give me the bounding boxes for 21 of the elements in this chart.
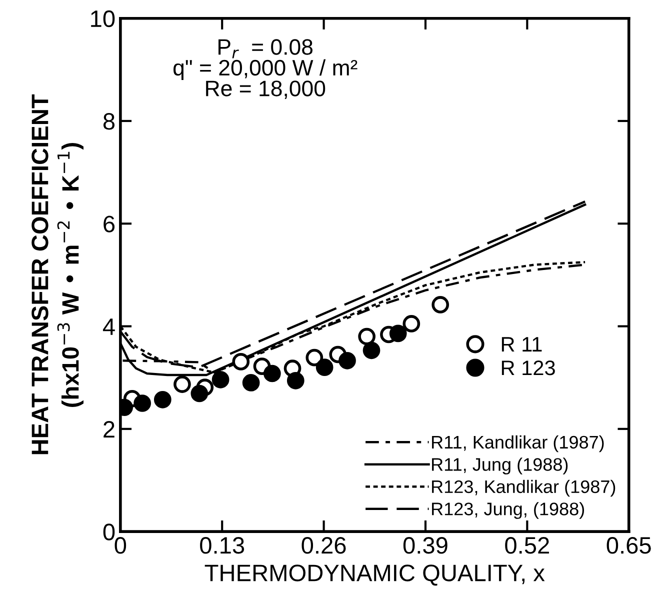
- legend-label: R123, Kandlikar (1987): [432, 480, 616, 497]
- legend-label: R 11: [502, 337, 542, 352]
- x-tick-label: 0: [114, 537, 126, 554]
- y-axis-title: HEAT TRANSFER COEFFICIENT (hx10$^{−3}$ W • m$^{−2}$ • K$^{−1}$): [32, 94, 84, 454]
- x-tick-label: 0.52: [505, 537, 549, 554]
- y-tick-label: 0: [103, 524, 115, 540]
- legend-label: R 123: [502, 360, 555, 376]
- y-tick-label: 8: [103, 113, 115, 130]
- y-tick-label: 2: [104, 420, 114, 438]
- y-tick-label: 6: [104, 216, 115, 232]
- x-axis-title: THERMODYNAMIC QUALITY, x: [204, 564, 545, 586]
- legend-label: R11, Kandlikar (1987): [432, 435, 604, 452]
- y-tick-label: 10: [91, 10, 115, 28]
- x-tick-label: 0.65: [606, 537, 651, 554]
- annotation: P$_{r}$ = 0.08 q" = 20,000 W / m² Re = 18,000: [174, 39, 358, 99]
- x-tick-label: 0.13: [200, 537, 244, 554]
- x-tick-label: 0.26: [302, 537, 346, 554]
- y-tick-label: 4: [102, 318, 115, 335]
- legend-label: R11, Jung (1988): [432, 458, 568, 474]
- legend-label: R123, Jung, (1988): [432, 502, 584, 519]
- x-tick-label: 0.39: [403, 537, 448, 554]
